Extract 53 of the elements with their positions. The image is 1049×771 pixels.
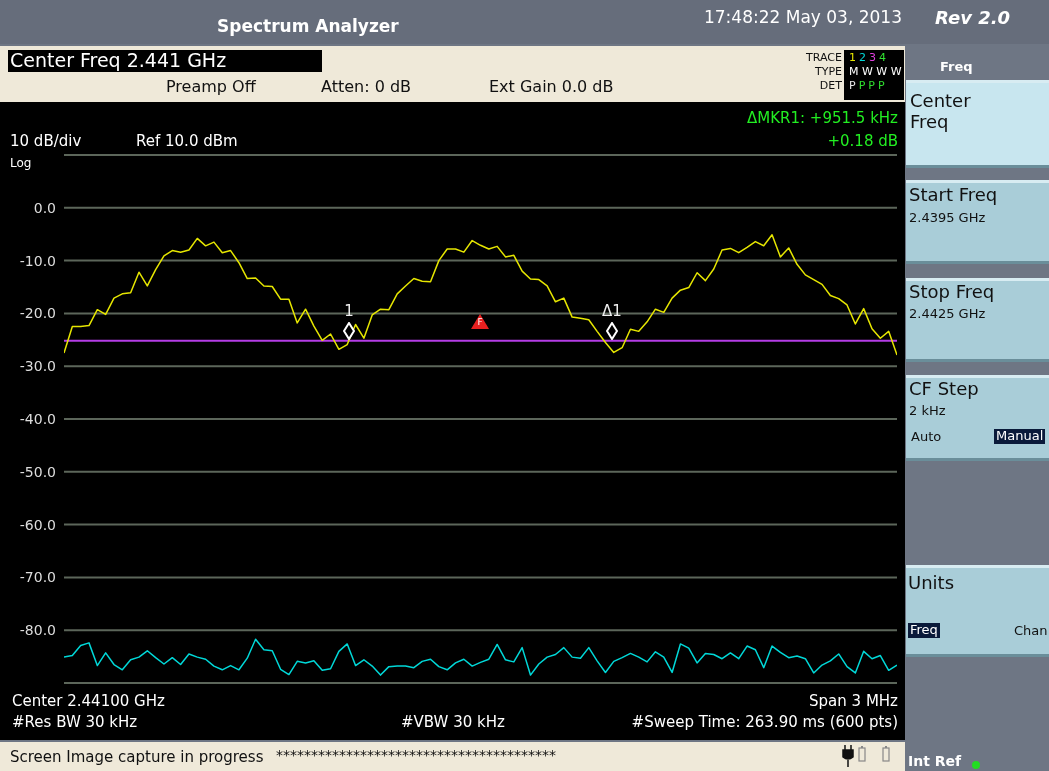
- text: 17:48:22 May 03, 2013: [703, 7, 902, 28]
- text: Ref 10.0 dBm: [136, 132, 238, 151]
- text: 1 2 3 4: [849, 51, 886, 64]
- text: 10 dB/div: [10, 132, 82, 151]
- annotation: 1: [343, 302, 355, 321]
- text: ΔMKR1: +951.5 kHz: [747, 109, 898, 128]
- text: Freq: [940, 59, 974, 75]
- y-tick-label: -30.0: [19, 358, 56, 375]
- y-tick-label: -70.0: [19, 569, 56, 586]
- text: 2.4395 GHz: [909, 210, 986, 226]
- text: Manual: [994, 428, 1046, 444]
- text: +0.18 dB: [827, 132, 898, 151]
- text: #VBW 30 kHz: [401, 713, 505, 732]
- text: #Sweep Time: 263.90 ms (600 pts): [631, 713, 898, 732]
- text: Screen Image capture in progress: [10, 748, 264, 767]
- text: DET: [819, 79, 842, 93]
- y-tick-label: -50.0: [19, 463, 56, 480]
- text: TYPE: [814, 65, 842, 79]
- text: Freq: [908, 622, 940, 638]
- line-series: [64, 233, 897, 356]
- text: Center Freq 2.441 GHz: [8, 49, 322, 72]
- text: Chan: [1014, 623, 1048, 639]
- text: M W W W: [849, 65, 902, 79]
- text: 2.4425 GHz: [909, 306, 986, 322]
- text: Preamp Off: [166, 77, 256, 97]
- text: 2 kHz: [909, 403, 946, 419]
- text: Atten: 0 dB: [321, 77, 412, 97]
- text: Ext Gain 0.0 dB: [489, 77, 614, 97]
- line-series: [64, 638, 897, 676]
- y-tick-label: -20.0: [19, 305, 56, 322]
- text: Span 3 MHz: [809, 692, 898, 711]
- text: Log: [10, 156, 32, 171]
- text: Stop Freq: [909, 281, 995, 303]
- y-tick-label: 0.0: [33, 199, 56, 216]
- text: Start Freq: [909, 184, 998, 206]
- y-tick-label: -40.0: [19, 410, 56, 427]
- annotation: Δ1: [601, 302, 623, 321]
- annotation: F: [476, 317, 484, 328]
- text: TRACE: [806, 51, 842, 65]
- text: P P P P: [849, 79, 885, 92]
- y-tick-label: -80.0: [19, 622, 56, 639]
- text: #Res BW 30 kHz: [12, 713, 138, 732]
- text: CF Step: [909, 378, 979, 400]
- text: Units: [908, 572, 955, 594]
- y-tick-label: -10.0: [19, 252, 56, 269]
- text: Center 2.44100 GHz: [12, 692, 165, 711]
- text: Center Freq: [910, 90, 972, 133]
- text: Auto: [911, 429, 942, 445]
- text: ****************************************: [276, 747, 556, 764]
- text: Rev 2.0: [935, 7, 1011, 29]
- y-tick-label: -60.0: [19, 516, 56, 533]
- text: Int Ref: [908, 753, 962, 770]
- chart-title: Spectrum Analyzer: [217, 16, 399, 36]
